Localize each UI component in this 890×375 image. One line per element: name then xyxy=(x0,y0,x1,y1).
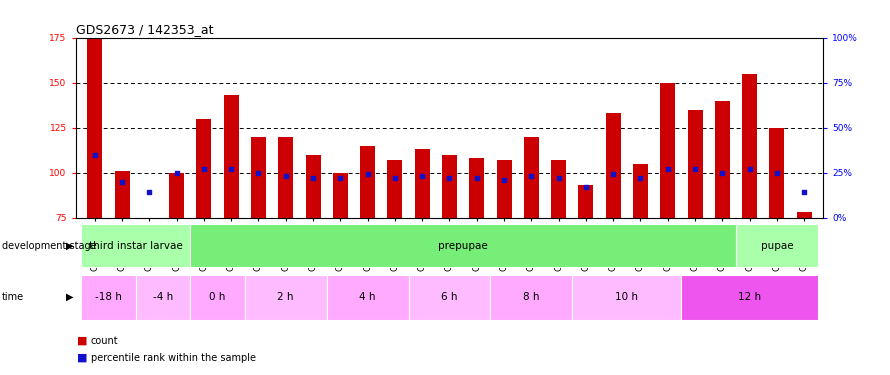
Point xyxy=(634,175,648,181)
Bar xyxy=(497,160,512,218)
Point xyxy=(797,189,812,195)
Bar xyxy=(524,136,538,218)
Point xyxy=(306,175,320,181)
Bar xyxy=(81,274,135,320)
Point xyxy=(716,170,730,176)
Point xyxy=(606,171,620,177)
Point xyxy=(169,170,183,176)
Text: time: time xyxy=(2,292,24,302)
Point xyxy=(552,175,566,181)
Bar xyxy=(279,136,293,218)
Text: 12 h: 12 h xyxy=(738,292,761,302)
Text: count: count xyxy=(91,336,118,345)
Text: prepupae: prepupae xyxy=(438,241,488,250)
Point xyxy=(578,184,593,190)
Point xyxy=(279,173,293,179)
Bar xyxy=(682,274,818,320)
Text: 4 h: 4 h xyxy=(360,292,376,302)
Text: 6 h: 6 h xyxy=(441,292,457,302)
Bar xyxy=(415,149,430,217)
Text: development stage: development stage xyxy=(2,241,96,250)
Bar xyxy=(223,95,239,218)
Bar xyxy=(333,172,348,217)
Text: GDS2673 / 142353_at: GDS2673 / 142353_at xyxy=(76,23,213,36)
Point xyxy=(470,175,484,181)
Bar xyxy=(245,274,327,320)
Point xyxy=(415,173,429,179)
Point xyxy=(660,166,675,172)
Bar xyxy=(251,136,266,218)
Bar xyxy=(736,224,818,267)
Bar xyxy=(797,212,812,217)
Text: -4 h: -4 h xyxy=(153,292,173,302)
Text: ■: ■ xyxy=(77,353,88,363)
Bar xyxy=(190,224,736,267)
Bar xyxy=(715,100,730,218)
Text: 10 h: 10 h xyxy=(615,292,638,302)
Text: ▶: ▶ xyxy=(66,292,73,302)
Point xyxy=(742,166,756,172)
Bar xyxy=(633,164,648,218)
Point xyxy=(497,177,511,183)
Bar xyxy=(687,110,702,218)
Bar xyxy=(578,185,594,218)
Bar xyxy=(660,82,676,218)
Text: third instar larvae: third instar larvae xyxy=(89,241,182,250)
Bar xyxy=(87,38,102,218)
Text: ■: ■ xyxy=(77,336,88,345)
Bar xyxy=(197,118,212,218)
Text: percentile rank within the sample: percentile rank within the sample xyxy=(91,353,255,363)
Point xyxy=(87,152,101,157)
Text: 2 h: 2 h xyxy=(278,292,294,302)
Point xyxy=(388,175,402,181)
Bar xyxy=(81,224,190,267)
Bar xyxy=(551,160,566,218)
Point xyxy=(524,173,538,179)
Bar xyxy=(190,274,245,320)
Text: ▶: ▶ xyxy=(66,241,73,250)
Bar xyxy=(409,274,490,320)
Point xyxy=(333,175,347,181)
Bar xyxy=(387,160,402,218)
Point xyxy=(688,166,702,172)
Bar xyxy=(606,113,620,218)
Point xyxy=(360,171,375,177)
Bar xyxy=(115,171,130,217)
Text: 8 h: 8 h xyxy=(523,292,539,302)
Bar xyxy=(305,154,320,218)
Bar xyxy=(360,146,375,218)
Point xyxy=(142,189,157,195)
Text: 0 h: 0 h xyxy=(209,292,226,302)
Text: pupae: pupae xyxy=(761,241,793,250)
Point xyxy=(251,170,265,176)
Point xyxy=(115,178,129,184)
Bar xyxy=(769,128,784,218)
Bar xyxy=(490,274,572,320)
Bar xyxy=(469,158,484,218)
Text: -18 h: -18 h xyxy=(95,292,122,302)
Point xyxy=(770,170,784,176)
Bar xyxy=(169,172,184,217)
Point xyxy=(442,175,457,181)
Point xyxy=(197,166,211,172)
Bar xyxy=(742,74,757,217)
Bar xyxy=(135,274,190,320)
Point xyxy=(224,166,239,172)
Bar xyxy=(442,154,457,218)
Bar xyxy=(572,274,682,320)
Bar xyxy=(327,274,409,320)
